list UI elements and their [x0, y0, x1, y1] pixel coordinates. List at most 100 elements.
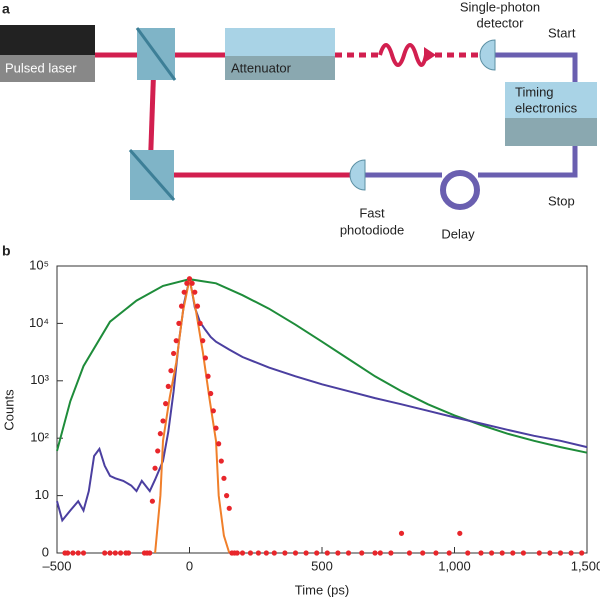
y-tick-label: 10: [35, 487, 49, 502]
data-point: [359, 550, 365, 556]
data-point: [165, 383, 171, 389]
arrow: [424, 47, 436, 63]
data-point: [216, 441, 222, 447]
data-point: [499, 550, 505, 556]
start-label: Start: [548, 25, 576, 40]
data-point: [80, 550, 87, 556]
y-tick-label: 0: [42, 544, 49, 559]
data-point: [155, 448, 161, 454]
data-point: [406, 550, 413, 556]
data-point: [173, 338, 179, 344]
panel-label: b: [2, 243, 11, 259]
data-point: [189, 280, 195, 286]
data-point: [536, 550, 542, 556]
x-axis-label: Time (ps): [295, 582, 349, 597]
y-tick-label: 10²: [30, 430, 49, 445]
data-point: [149, 498, 155, 504]
beam-splitter: [135, 27, 177, 81]
data-point: [208, 390, 214, 397]
attenuator-label: Attenuator: [231, 60, 292, 75]
data-point: [271, 550, 277, 556]
data-line: [56, 278, 588, 454]
stop-label: Stop: [548, 193, 575, 208]
data-point: [579, 550, 585, 556]
data-point: [520, 550, 527, 556]
photodiode-label: photodiode: [340, 222, 404, 237]
detector-label: Single-photon: [460, 0, 540, 14]
laser-label: Pulsed laser: [5, 60, 77, 75]
timing-box: [505, 118, 597, 146]
data-point: [194, 303, 201, 309]
delay-loop: [440, 170, 480, 210]
data-point: [152, 465, 158, 471]
x-tick-label: –500: [43, 558, 72, 573]
data-point: [292, 550, 299, 556]
timing-label: Timing: [515, 84, 554, 99]
detector: [479, 39, 496, 71]
data-point: [489, 550, 495, 556]
data-point: [446, 550, 452, 556]
laser-body: [0, 25, 95, 55]
data-point: [157, 431, 163, 437]
x-tick-label: 1,500: [571, 558, 600, 573]
y-tick-label: 10⁴: [29, 315, 49, 330]
data-point: [218, 458, 224, 464]
x-tick-label: 500: [311, 558, 333, 573]
data-line: [56, 278, 588, 523]
data-point: [168, 368, 174, 374]
data-point: [324, 550, 330, 556]
data-point: [282, 550, 288, 556]
data-point: [181, 289, 187, 295]
y-tick-label: 10³: [30, 372, 49, 387]
data-point: [147, 550, 153, 556]
delay-label: Delay: [441, 226, 475, 241]
photodiode: [349, 159, 366, 191]
data-point: [107, 550, 113, 556]
data-point: [433, 550, 439, 556]
data-point: [388, 550, 394, 556]
panel-label: a: [2, 1, 10, 17]
timing-box: [505, 82, 597, 118]
data-point: [465, 550, 471, 556]
attenuator: [225, 56, 335, 80]
data-point: [478, 550, 484, 556]
data-point: [171, 350, 177, 357]
y-axis-label: Counts: [1, 389, 16, 431]
data-point: [125, 550, 132, 556]
data-point: [184, 280, 190, 286]
data-point: [75, 550, 81, 556]
data-point: [457, 530, 463, 536]
y-tick-label: 10⁵: [29, 257, 49, 272]
data-point: [239, 550, 246, 556]
data-point: [102, 550, 108, 556]
data-point: [398, 530, 405, 536]
data-point: [163, 401, 169, 407]
data-point: [372, 550, 378, 556]
data-point: [226, 505, 232, 511]
detector-label: detector: [477, 15, 525, 30]
data-point: [65, 550, 71, 556]
timing-label: electronics: [515, 100, 578, 115]
pulse: [378, 43, 428, 67]
cable: [365, 52, 578, 178]
data-point: [247, 550, 254, 556]
photodiode-label: Fast: [359, 205, 385, 220]
diagram: a Pulsed laser Attenuator Timing electro…: [0, 0, 597, 241]
data-point: [255, 550, 261, 556]
data-point: [205, 373, 211, 379]
laser-body: [0, 55, 95, 82]
data-point: [420, 550, 426, 556]
data-point: [70, 550, 76, 556]
data-point: [314, 550, 320, 556]
data-point: [176, 320, 182, 326]
data-point: [221, 475, 227, 481]
data-point: [197, 320, 203, 326]
data-point: [210, 408, 216, 414]
data-point: [345, 550, 352, 556]
data-point: [224, 493, 230, 499]
plot-frame: [56, 265, 588, 554]
data-point: [557, 550, 564, 556]
data-point: [178, 303, 185, 309]
data-point: [510, 550, 516, 556]
data-line: [154, 279, 231, 554]
